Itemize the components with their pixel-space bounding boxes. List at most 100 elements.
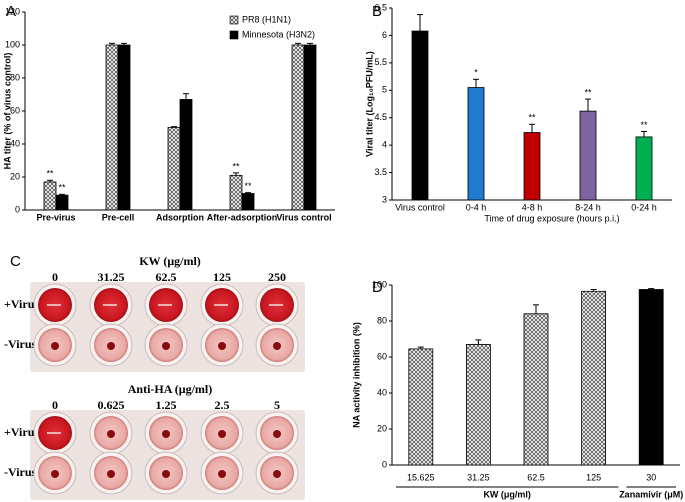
pellet (107, 342, 115, 350)
pellet (273, 430, 281, 438)
significance-mark: ** (46, 169, 54, 179)
significance-mark: ** (244, 181, 252, 191)
y-tick-label: 5.5 (374, 57, 387, 67)
concentration: 1.25 (156, 398, 177, 412)
y-tick-label: 3 (382, 194, 387, 204)
concentration: 250 (268, 270, 286, 284)
concentration: 0.625 (98, 398, 125, 412)
glare (214, 304, 228, 306)
plate-title: KW (μg/ml) (139, 254, 201, 268)
y-tick-label: 4 (382, 140, 387, 150)
significance-mark: ** (584, 87, 592, 97)
bar (635, 136, 653, 201)
x-tick-label: 62.5 (527, 472, 545, 482)
group-label: KW (μg/ml) (483, 489, 531, 499)
x-tick-label: Virus control (276, 212, 331, 222)
x-tick-label: Virus control (395, 202, 445, 212)
bar (465, 343, 491, 466)
y-tick-label: 0 (15, 204, 20, 214)
x-tick-label: 4-8 h (522, 202, 543, 212)
x-tick-label: 125 (586, 472, 601, 482)
row-label: +Virus (4, 297, 39, 311)
bar (241, 193, 255, 211)
bar (581, 290, 606, 466)
bar (408, 348, 434, 466)
x-tick-label: 31.25 (467, 472, 490, 482)
glare (158, 304, 172, 306)
significance-mark: ** (528, 113, 536, 123)
row-label: -Virus (4, 337, 37, 351)
pellet (273, 470, 281, 478)
bar (43, 181, 57, 211)
concentration: 2.5 (215, 398, 230, 412)
panel-label: A (6, 3, 16, 20)
bar (179, 99, 193, 211)
y-tick-label: 6.5 (374, 2, 387, 12)
concentration: 0 (52, 398, 58, 412)
group-label: Zanamivir (μM) (619, 489, 683, 499)
row-label: +Virus (4, 425, 39, 439)
glare (47, 304, 61, 306)
y-tick-label: 100 (5, 39, 20, 49)
pellet (107, 470, 115, 478)
panel-label: C (10, 253, 21, 270)
y-axis-label: NA activity inhibition (%) (351, 322, 361, 428)
bar (229, 174, 243, 211)
bar (55, 194, 69, 211)
bar (467, 87, 485, 201)
y-tick-label: 60 (10, 105, 20, 115)
concentration: 5 (274, 398, 280, 412)
panel-label: D (372, 279, 383, 296)
y-tick-label: 40 (377, 387, 387, 397)
pellet (107, 430, 115, 438)
significance-mark: ** (58, 183, 66, 193)
pellet (218, 430, 226, 438)
pellet (218, 470, 226, 478)
concentration: 0 (52, 270, 58, 284)
y-tick-label: 20 (377, 423, 387, 433)
y-tick-label: 5 (382, 85, 387, 95)
bar (105, 44, 119, 211)
legend-label: Minnesota (H3N2) (242, 29, 315, 39)
y-tick-label: 40 (10, 138, 20, 148)
significance-mark: ** (232, 161, 240, 171)
y-axis-label: HA titer (% of virus control) (2, 53, 12, 170)
y-tick-label: 120 (5, 6, 20, 16)
pellet (162, 470, 170, 478)
bar (117, 44, 131, 211)
bar (291, 44, 305, 211)
y-tick-label: 100 (372, 279, 387, 289)
x-tick-label: 30 (646, 472, 656, 482)
x-tick-label: 8-24 h (575, 202, 601, 212)
y-tick-label: 0 (382, 459, 387, 469)
x-axis-label: Time of drug exposure (hours p.i.) (484, 213, 619, 223)
panel-label: B (372, 3, 382, 20)
plate-title: Anti-HA (μg/ml) (128, 382, 212, 396)
legend-swatch (229, 15, 239, 25)
significance-mark: ** (640, 120, 648, 130)
glare (103, 304, 117, 306)
glare (47, 432, 61, 434)
bar (167, 127, 181, 211)
bar (411, 30, 429, 201)
bar (638, 289, 664, 466)
pellet (273, 342, 281, 350)
x-tick-label: Pre-virus (36, 212, 75, 222)
y-tick-label: 4.5 (374, 112, 387, 122)
bar (303, 44, 317, 211)
x-tick-label: 0-4 h (466, 202, 487, 212)
x-tick-label: After-adsorption (207, 212, 278, 222)
x-tick-label: Adsorption (156, 212, 204, 222)
pellet (51, 342, 59, 350)
concentration: 31.25 (98, 270, 125, 284)
x-tick-label: 0-24 h (631, 202, 657, 212)
pellet (162, 342, 170, 350)
y-tick-label: 80 (10, 72, 20, 82)
y-tick-label: 3.5 (374, 167, 387, 177)
row-label: -Virus (4, 465, 37, 479)
bar (523, 132, 541, 201)
x-tick-label: 15.625 (407, 472, 435, 482)
bar (523, 313, 549, 466)
y-tick-label: 6 (382, 30, 387, 40)
